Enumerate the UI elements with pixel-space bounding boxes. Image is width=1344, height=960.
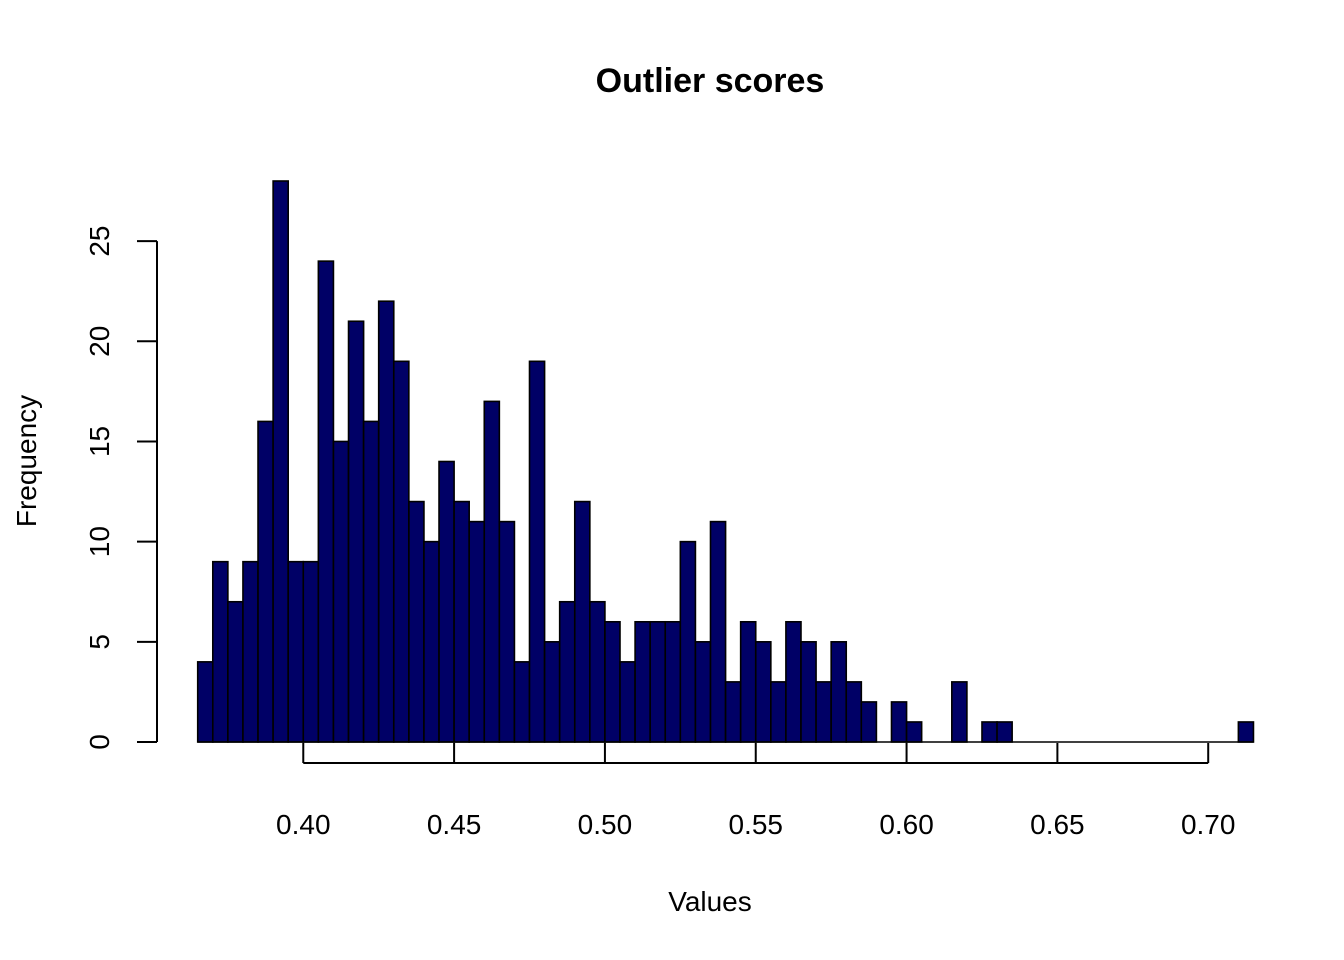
histogram-bar xyxy=(664,620,682,743)
y-tick-label: 15 xyxy=(84,426,115,457)
x-tick-label: 0.40 xyxy=(276,809,331,840)
x-axis: 0.40 0.45 0.50 0.55 0.60 0.65 0.70 xyxy=(276,743,1235,840)
y-tick-label: 0 xyxy=(84,734,115,750)
histogram-bar xyxy=(845,681,863,743)
histogram-bar xyxy=(558,600,576,743)
histogram-bar xyxy=(890,701,908,743)
histogram-bar xyxy=(905,721,923,743)
x-tick-label: 0.65 xyxy=(1030,809,1085,840)
histogram-bar xyxy=(1237,721,1255,743)
x-tick-label: 0.50 xyxy=(578,809,633,840)
histogram-bar xyxy=(257,420,274,743)
histogram-bar xyxy=(483,400,501,743)
histogram-bar xyxy=(362,420,380,743)
histogram-bar xyxy=(377,300,395,743)
histogram-bar xyxy=(528,360,546,743)
histogram-bar xyxy=(724,681,742,743)
histogram-bar xyxy=(272,180,289,743)
histogram-bar xyxy=(573,500,591,743)
histogram-bar xyxy=(649,620,667,743)
histogram-bar xyxy=(800,641,817,743)
histogram-bar xyxy=(951,681,968,743)
histogram-bar xyxy=(830,641,848,743)
histogram-bar xyxy=(347,320,365,743)
histogram-bar xyxy=(332,440,350,743)
histogram-bar xyxy=(996,721,1013,743)
histogram-bar xyxy=(589,600,606,743)
y-tick-label: 20 xyxy=(84,326,115,357)
histogram-bar xyxy=(423,540,440,743)
histogram-bar xyxy=(815,681,832,743)
histogram-bar xyxy=(392,360,410,743)
y-tick-label: 10 xyxy=(84,526,115,557)
chart-title: Outlier scores xyxy=(596,62,825,100)
y-tick-label: 5 xyxy=(84,634,115,650)
histogram-bar xyxy=(498,520,516,743)
histogram-bar xyxy=(634,620,651,743)
histogram-bar xyxy=(242,560,259,743)
histogram-bar xyxy=(679,540,697,743)
bars-group xyxy=(196,180,1255,743)
x-tick-label: 0.60 xyxy=(879,809,934,840)
histogram-bar xyxy=(317,260,335,743)
histogram-bar xyxy=(604,620,621,743)
x-tick-label: 0.55 xyxy=(728,809,783,840)
histogram-bar xyxy=(468,520,486,743)
histogram-bar xyxy=(287,560,305,743)
x-axis-label: Values xyxy=(668,886,752,917)
histogram-bar xyxy=(513,661,531,743)
histogram-bar xyxy=(619,661,636,743)
histogram-bar xyxy=(860,701,878,743)
histogram-bar xyxy=(785,620,802,743)
histogram-bar xyxy=(709,520,727,743)
x-tick-label: 0.70 xyxy=(1181,809,1236,840)
histogram-bar xyxy=(739,620,757,743)
histogram-bar xyxy=(754,641,772,743)
y-tick-label: 25 xyxy=(84,226,115,257)
histogram-bar xyxy=(543,641,561,743)
histogram-bar xyxy=(981,721,998,743)
histogram-bar xyxy=(211,560,229,743)
x-tick-label: 0.45 xyxy=(427,809,482,840)
histogram-bar xyxy=(770,681,787,743)
y-axis-label: Frequency xyxy=(11,395,42,527)
y-axis: 0 5 10 15 20 25 xyxy=(84,226,158,750)
histogram-bar xyxy=(453,500,470,743)
histogram-bar xyxy=(196,661,214,743)
histogram-bar xyxy=(302,560,320,743)
histogram-bar xyxy=(408,500,425,743)
histogram-bar xyxy=(694,641,712,743)
histogram-bar xyxy=(227,600,244,743)
histogram-bar xyxy=(438,460,455,743)
